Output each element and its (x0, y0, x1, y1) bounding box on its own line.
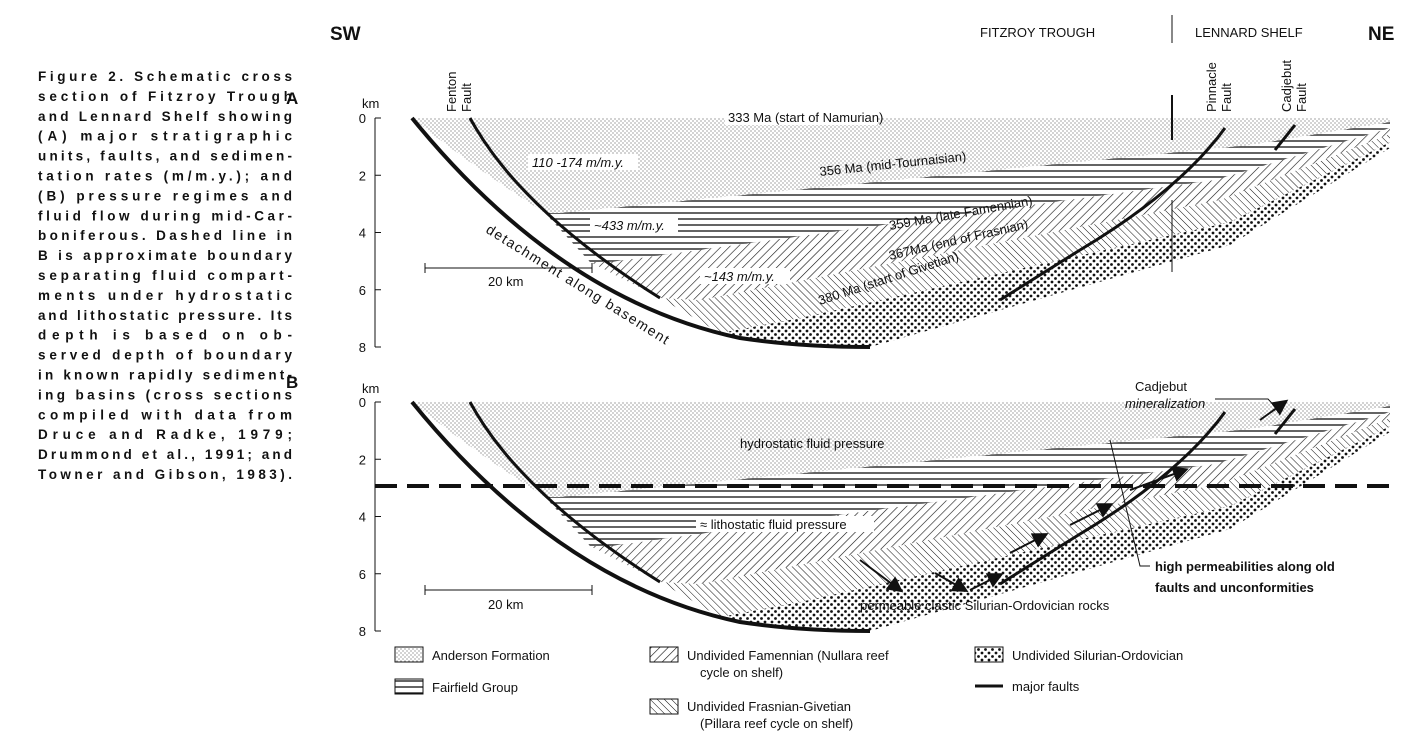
rate-label: ~433 m/m.y. (594, 218, 665, 233)
legend-swatches (394, 646, 1004, 715)
tick-label: 2 (359, 168, 366, 183)
caption-line: compiled with data from (38, 407, 292, 422)
caption-line: boniferous. Dashed line in (38, 228, 292, 243)
annotation: high permeabilities along old (1155, 559, 1335, 574)
flow-arrows (859, 399, 1289, 593)
legend-label: Undivided Frasnian-Givetian (687, 699, 851, 714)
tick-label: 4 (359, 510, 366, 525)
panel-label: A (286, 89, 298, 108)
caption-line: served depth of boundary (38, 348, 292, 363)
basement-fault (410, 116, 871, 349)
tick-label: 8 (359, 624, 366, 639)
anderson-layer (412, 118, 1390, 213)
rate-label: ~143 m/m.y. (704, 269, 775, 284)
fault-label: Fault (459, 83, 474, 112)
famennian-layer (590, 128, 1390, 300)
rate-label: 110 -174 m/m.y. (532, 155, 624, 170)
caption-line: tation rates (m/m.y.); and (38, 169, 292, 184)
caption-line: fluid flow during mid-Car- (38, 208, 292, 223)
caption-line: B is approximate boundary (38, 248, 292, 263)
tick-label: 6 (359, 567, 366, 582)
header-ne: NE (1368, 24, 1394, 45)
caption-line: Towner and Gibson, 1983). (38, 467, 292, 482)
annotation: ≈ lithostatic fluid pressure (700, 517, 847, 532)
legend-label: Undivided Famennian (Nullara reef (687, 648, 889, 663)
caption-line: (B) pressure regimes and (38, 188, 292, 203)
fault-label: Fenton (444, 72, 459, 112)
caption-line: units, faults, and sedimen- (38, 149, 292, 164)
tick-label: 2 (359, 452, 366, 467)
cadjebut-fault (1273, 124, 1297, 151)
panel-label: B (286, 373, 298, 392)
tick-label: 8 (359, 340, 366, 355)
legend-label: major faults (1012, 679, 1080, 694)
depth-axes: 0 2 4 6 8 0 2 4 6 8 (359, 111, 381, 639)
caption-line: Druce and Radke, 1979; (38, 427, 292, 442)
annotation: faults and unconformities (1155, 580, 1314, 595)
caption-line: (A) major stratigraphic (38, 129, 292, 144)
horizon-label: 333 Ma (start of Namurian) (728, 110, 883, 125)
caption-line: Drummond et al., 1991; and (38, 447, 292, 462)
caption-line: ing basins (cross sections (38, 387, 292, 402)
caption-line: separating fluid compart- (38, 268, 292, 283)
silurian-layer (720, 142, 1390, 347)
cross-section (410, 116, 1390, 349)
tick-label: 4 (359, 226, 366, 241)
frasnian-layer (660, 134, 1390, 333)
scale-bars (424, 263, 593, 595)
scale-label: 20 km (488, 274, 523, 289)
legend-label: Undivided Silurian-Ordovician (1012, 648, 1183, 663)
fault-label: Fault (1219, 83, 1234, 112)
annotation: Cadjebut (1135, 379, 1187, 394)
header-shelf: LENNARD SHELF (1195, 25, 1303, 40)
caption-line: and Lennard Shelf showing (38, 109, 292, 124)
header-trough: FITZROY TROUGH (980, 25, 1095, 40)
tick-label: 0 (359, 395, 366, 410)
annotation: hydrostatic fluid pressure (740, 436, 885, 451)
tick-label: 0 (359, 111, 366, 126)
caption-line: in known rapidly sediment- (38, 368, 292, 383)
header-sw: SW (330, 24, 361, 45)
fenton-fault (468, 117, 661, 300)
caption-line: depth is based on ob- (38, 328, 292, 343)
scale-label: 20 km (488, 597, 523, 612)
caption-line: Figure 2. Schematic cross (38, 69, 292, 84)
tick-label: 6 (359, 283, 366, 298)
pinnacle-fault (999, 127, 1227, 302)
fault-label: Cadjebut (1279, 60, 1294, 112)
caption-line: and lithostatic pressure. Its (38, 308, 292, 323)
legend-label: Fairfield Group (432, 680, 518, 695)
legend-label: Anderson Formation (432, 648, 550, 663)
annotation: permeable clastic Silurian-Ordovician ro… (860, 598, 1110, 613)
caption-line: section of Fitzroy Trough (38, 89, 292, 104)
fairfield-layer (545, 122, 1390, 262)
depth-unit: km (362, 96, 379, 111)
legend-label: (Pillara reef cycle on shelf) (700, 716, 853, 731)
legend-label: cycle on shelf) (700, 665, 783, 680)
leaders (1109, 398, 1281, 567)
caption-line: ments under hydrostatic (38, 288, 292, 303)
depth-unit: km (362, 381, 379, 396)
fault-label: Fault (1294, 83, 1309, 112)
fault-label: Pinnacle (1204, 62, 1219, 112)
cross-section-b (410, 400, 1392, 633)
annotation: mineralization (1125, 396, 1205, 411)
caption: Figure 2. Schematic cross section of Fitz… (38, 69, 292, 482)
